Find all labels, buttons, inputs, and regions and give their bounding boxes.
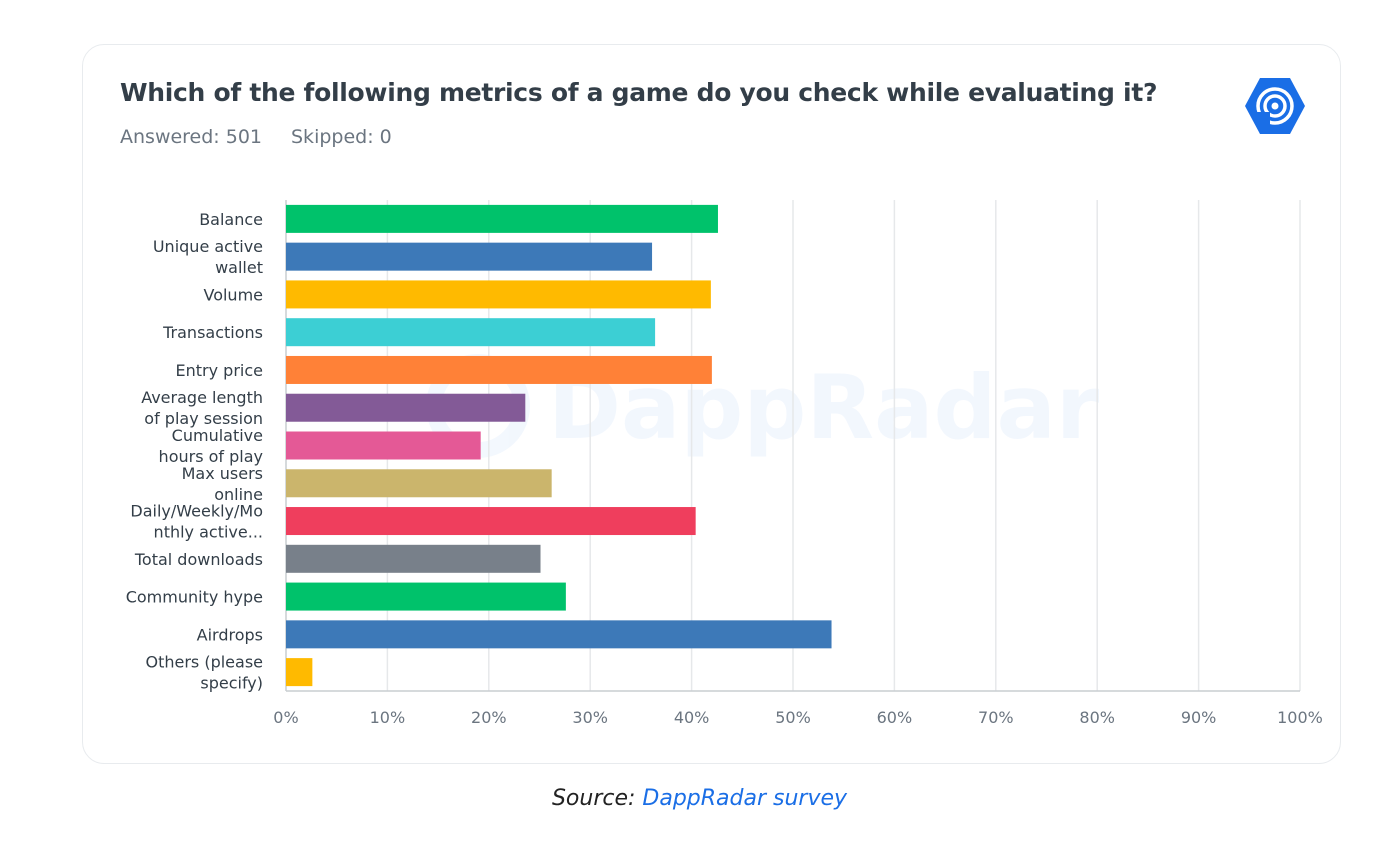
bar bbox=[286, 393, 526, 422]
bar bbox=[286, 242, 653, 271]
category-label: Airdrops bbox=[197, 625, 263, 644]
category-label: Total downloads bbox=[134, 550, 263, 569]
bar bbox=[286, 318, 656, 347]
category-label-line: Transactions bbox=[162, 323, 263, 342]
category-label-line: Community hype bbox=[126, 588, 263, 607]
bar bbox=[286, 620, 832, 649]
answered-count: Answered: 501 bbox=[120, 126, 263, 148]
category-label: Unique active wallet bbox=[153, 237, 263, 277]
chart-title: Which of the following metrics of a game… bbox=[120, 78, 1158, 107]
category-label: Balance bbox=[199, 210, 263, 229]
category-label-line: of play session bbox=[144, 409, 263, 428]
x-tick-label: 50% bbox=[775, 708, 811, 727]
category-label: Entry price bbox=[176, 361, 263, 380]
bar bbox=[286, 658, 313, 687]
category-label: Volume bbox=[203, 285, 263, 304]
bar bbox=[286, 280, 711, 309]
category-label-line: nthly active... bbox=[154, 523, 263, 542]
x-tick-label: 20% bbox=[471, 708, 507, 727]
bar bbox=[286, 469, 552, 498]
skipped-count: Skipped: 0 bbox=[291, 126, 392, 148]
category-label-line: Airdrops bbox=[197, 625, 263, 644]
category-label: Average length of play session bbox=[141, 388, 263, 428]
x-tick-label: 90% bbox=[1181, 708, 1217, 727]
category-label: Community hype bbox=[126, 588, 263, 607]
bar bbox=[286, 204, 718, 233]
category-label-line: specify) bbox=[200, 674, 263, 693]
category-label-line: Volume bbox=[203, 285, 263, 304]
x-tick-label: 100% bbox=[1277, 708, 1323, 727]
x-tick-label: 80% bbox=[1079, 708, 1115, 727]
category-label-line: Average length bbox=[141, 388, 263, 407]
source-caption: Source: DappRadar survey bbox=[0, 786, 1399, 811]
category-label-line: Others (please bbox=[145, 653, 263, 672]
category-label: Daily/Weekly/Mo nthly active... bbox=[130, 502, 263, 542]
bar bbox=[286, 544, 541, 573]
category-label: Max users online bbox=[182, 464, 263, 504]
category-label-line: wallet bbox=[215, 258, 263, 277]
bar bbox=[286, 507, 696, 536]
category-label: Cumulative hours of play bbox=[159, 426, 263, 466]
source-prefix: Source: bbox=[551, 786, 643, 811]
x-tick-label: 0% bbox=[273, 708, 298, 727]
x-tick-label: 70% bbox=[978, 708, 1014, 727]
category-label-line: online bbox=[214, 485, 263, 504]
category-label-line: Cumulative bbox=[172, 426, 263, 445]
x-tick-label: 40% bbox=[674, 708, 710, 727]
category-label-line: Balance bbox=[199, 210, 263, 229]
category-label-line: Total downloads bbox=[134, 550, 263, 569]
category-label-line: Entry price bbox=[176, 361, 263, 380]
bar bbox=[286, 431, 481, 460]
category-label-line: Max users bbox=[182, 464, 263, 483]
bar bbox=[286, 355, 712, 384]
x-tick-label: 60% bbox=[877, 708, 913, 727]
dappradar-logo-icon bbox=[1245, 78, 1305, 134]
category-label-line: Unique active bbox=[153, 237, 263, 256]
category-label: Transactions bbox=[162, 323, 263, 342]
source-link[interactable]: DappRadar survey bbox=[642, 786, 848, 811]
x-tick-label: 30% bbox=[572, 708, 608, 727]
category-label-line: hours of play bbox=[159, 447, 263, 466]
category-label: Others (please specify) bbox=[145, 653, 263, 693]
bar bbox=[286, 582, 566, 611]
category-label-line: Daily/Weekly/Mo bbox=[130, 502, 263, 521]
x-tick-label: 10% bbox=[370, 708, 406, 727]
